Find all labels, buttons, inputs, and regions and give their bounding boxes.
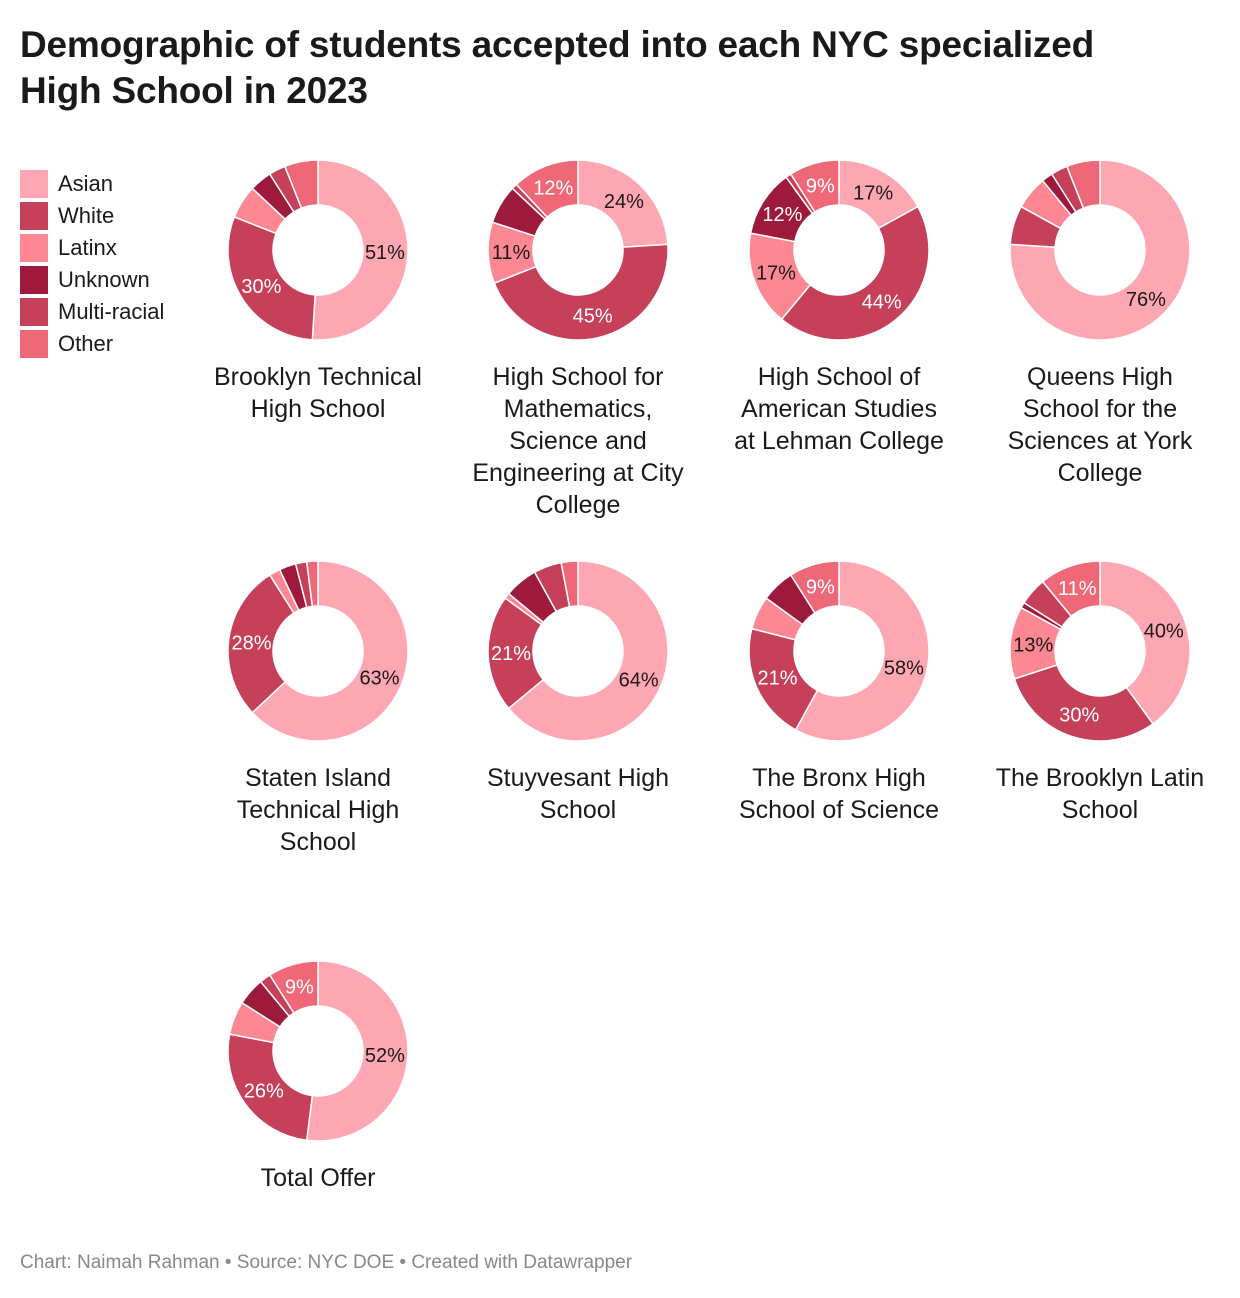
chart-title: Demographic of students accepted into ea… — [20, 24, 1094, 111]
data-label: 76% — [1126, 289, 1166, 311]
legend-item-unknown: Unknown — [20, 264, 164, 296]
slice-other — [789, 560, 840, 615]
slice-white — [748, 627, 819, 731]
data-label: 21% — [491, 643, 531, 665]
data-label: 12% — [762, 204, 802, 226]
data-label: 11% — [492, 242, 531, 264]
data-label: 28% — [232, 633, 272, 655]
legend-label-asian: Asian — [58, 171, 114, 196]
chart-label-high-school-for-mathematics-science-and-engineering-at-city-college: High School for Mathematics, Science and… — [472, 363, 684, 519]
donut-brooklyn-technical-high-school: 51% 30% — [227, 159, 409, 341]
legend-item-multi-racial: Multi-racial — [20, 296, 164, 328]
slice-asian — [794, 560, 930, 742]
slice-asian — [1009, 159, 1191, 341]
slice-other — [283, 159, 319, 210]
data-label: 30% — [1059, 705, 1099, 727]
slice-asian — [251, 560, 409, 742]
slice-white — [227, 215, 316, 341]
legend-swatch-other — [20, 330, 48, 358]
legend-label-white: White — [58, 203, 115, 228]
legend-label-unknown: Unknown — [58, 267, 150, 292]
data-label: 64% — [619, 670, 659, 692]
donut-high-school-for-mathematics-science-and-engineering-at-city-college: 24% 45% 11% 12% — [487, 159, 669, 341]
chart-label-brooklyn-technical-high-school: Brooklyn Technical High School — [214, 363, 422, 423]
donut-the-brooklyn-latin-school: 40% 30% 13% 11% — [1009, 560, 1191, 742]
data-label: 17% — [756, 263, 796, 285]
data-label: 40% — [1144, 620, 1184, 642]
chart-label-queens-high-school-for-the-sciences-at-york-college: Queens High School for the Sciences at Y… — [1007, 363, 1193, 487]
legend-item-white: White — [20, 200, 164, 232]
slice-other — [1041, 560, 1101, 618]
legend-item-asian: Asian — [20, 168, 164, 200]
legend-label-multi-racial: Multi-racial — [58, 299, 165, 324]
slice-white — [493, 243, 669, 341]
donut-the-bronx-high-school-of-science: 58% 21% 9% — [748, 560, 930, 742]
legend-item-latinx: Latinx — [20, 232, 164, 264]
slice-white — [780, 205, 930, 341]
slice-asian — [577, 159, 669, 248]
chart-label-total-offer: Total Offer — [260, 1164, 376, 1192]
slice-other — [305, 560, 319, 608]
slice-white — [1013, 663, 1154, 742]
data-label: 9% — [285, 977, 314, 999]
legend-swatch-unknown — [20, 266, 48, 294]
slice-asian — [507, 560, 669, 742]
slice-asian — [311, 159, 409, 341]
data-label: 11% — [1058, 578, 1097, 600]
slice-white — [227, 573, 295, 714]
data-label: 63% — [359, 668, 399, 690]
data-label: 21% — [757, 668, 797, 690]
chart-label-the-brooklyn-latin-school: The Brooklyn Latin School — [995, 764, 1205, 824]
chart-label-staten-island-technical-high-school: Staten Island Technical High School — [236, 764, 400, 856]
legend-swatch-white — [20, 202, 48, 230]
donut-queens-high-school-for-the-sciences-at-york-college: 76% — [1009, 159, 1191, 341]
data-label: 52% — [365, 1045, 405, 1067]
legend-label-other: Other — [58, 331, 114, 356]
slice-white — [227, 1033, 314, 1142]
data-label: 44% — [862, 292, 902, 314]
legend-item-other: Other — [20, 328, 164, 360]
donut-total-offer: 52% 26% 9% — [227, 960, 409, 1142]
slice-other — [560, 560, 579, 608]
data-label: 17% — [853, 182, 893, 204]
chart-label-stuyvesant-high-school: Stuyvesant High School — [486, 764, 670, 824]
slice-other — [1065, 159, 1101, 210]
slice-other — [268, 960, 319, 1015]
legend-swatch-latinx — [20, 234, 48, 262]
data-label: 26% — [244, 1080, 284, 1102]
donut-staten-island-technical-high-school: 63% 28% — [227, 560, 409, 742]
chart-label-high-school-of-american-studies-at-lehman-college: High School of American Studies at Lehma… — [734, 363, 944, 455]
slice-asian — [1099, 560, 1191, 725]
slice-asian — [305, 960, 409, 1142]
data-label: 12% — [533, 178, 573, 200]
chart-footer: Chart: Naimah Rahman • Source: NYC DOE •… — [20, 1252, 633, 1273]
data-label: 51% — [365, 242, 405, 264]
data-label: 45% — [573, 305, 613, 327]
data-label: 13% — [1013, 635, 1053, 657]
data-label: 24% — [604, 191, 644, 213]
legend-label-latinx: Latinx — [58, 235, 117, 260]
data-label: 9% — [806, 577, 835, 599]
legend-swatch-multi-racial — [20, 298, 48, 326]
slice-white — [487, 597, 545, 710]
slice-other — [515, 159, 579, 219]
slice-other — [789, 159, 840, 214]
donut-high-school-of-american-studies-at-lehman-college: 17% 44% 17% 12%9% — [748, 159, 930, 341]
donut-stuyvesant-high-school: 64% 21% — [487, 560, 669, 742]
data-label: 9% — [806, 176, 835, 198]
chart-label-the-bronx-high-school-of-science: The Bronx High School of Science — [738, 764, 940, 824]
data-label: 58% — [884, 658, 924, 680]
legend: Asian White Latinx Unknown Multi-racial … — [20, 168, 164, 360]
legend-swatch-asian — [20, 170, 48, 198]
data-label: 30% — [241, 276, 281, 298]
